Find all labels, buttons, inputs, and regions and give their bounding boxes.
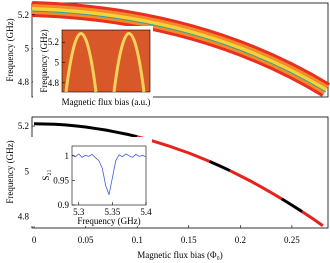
bottom-inset: 0.9 0.95 1 5.3 5.35 5.4 S₂₁ Frequency (GHz) <box>30 137 152 226</box>
y-tick-label: 1 <box>65 151 70 161</box>
arc <box>64 32 98 93</box>
y-axis-label: S₂₁ <box>41 169 51 180</box>
arc <box>112 32 146 93</box>
y-axis-label: Frequency (GHz) <box>39 29 49 92</box>
band <box>31 10 327 93</box>
x-tick-label: 0.1 <box>132 235 143 245</box>
x-axis-label: Magnetic flux bias (a.u.) <box>62 97 151 107</box>
data-line <box>71 153 147 196</box>
y-tick-label: 5 <box>25 166 30 176</box>
y-tick-label: 0.95 <box>53 175 69 185</box>
x-axis-label: Frequency (GHz) <box>77 216 140 226</box>
y-tick-label: 4.8 <box>18 212 30 222</box>
y-tick-label: 5.2 <box>48 37 59 47</box>
x-tick-label: 0.25 <box>284 235 300 245</box>
x-tick-label: 0.15 <box>181 235 197 245</box>
x-tick-label: 0 <box>32 235 37 245</box>
y-axis-label: Frequency (GHz) <box>5 18 15 81</box>
x-tick-label: 5.4 <box>140 207 152 217</box>
y-tick-label: 5.2 <box>18 121 29 131</box>
x-tick-label: 0.2 <box>235 235 246 245</box>
y-tick-label: 4.8 <box>18 77 30 87</box>
x-axis-label: Magnetic flux bias (Φ₀) <box>137 250 222 260</box>
y-tick-label: 0.9 <box>58 200 70 210</box>
x-tick-label: 0.05 <box>78 235 94 245</box>
band <box>31 7 328 92</box>
y-tick-label: 4.8 <box>48 78 60 88</box>
y-tick-label: 5.2 <box>18 10 29 20</box>
y-axis-label: Frequency (GHz) <box>5 140 15 203</box>
data-line <box>34 122 304 213</box>
y-tick-label: 5 <box>55 58 60 68</box>
x-tick-label: 5.3 <box>73 207 85 217</box>
x-tick-label: 5.35 <box>104 207 120 217</box>
y-tick-label: 5 <box>25 43 30 53</box>
